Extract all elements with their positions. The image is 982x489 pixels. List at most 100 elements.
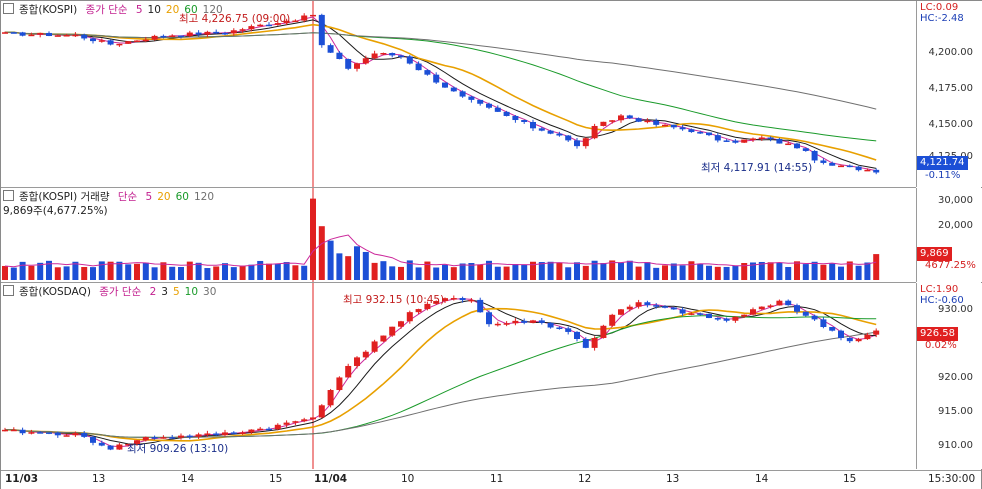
volume-bar xyxy=(248,264,255,280)
kospi-candle xyxy=(433,74,440,83)
kosdaq-candle xyxy=(336,377,343,391)
volume-bar xyxy=(582,265,589,280)
kosdaq-candle xyxy=(758,306,765,310)
kospi-candle xyxy=(142,39,149,42)
kospi-ma10: 10 xyxy=(147,4,161,16)
kospi-candle xyxy=(794,143,800,149)
volume-bar xyxy=(283,262,290,280)
kosdaq-candle xyxy=(442,298,448,302)
kosdaq-candle xyxy=(820,319,827,328)
x-label-4: 15 xyxy=(269,473,283,485)
kospi-candle xyxy=(609,120,616,122)
volume-bar xyxy=(354,246,360,280)
kosdaq-candle xyxy=(142,437,149,441)
volume-bar xyxy=(838,266,844,280)
volume-bar xyxy=(591,260,598,280)
kosdaq-candle xyxy=(574,331,580,339)
volume-bar xyxy=(222,263,228,280)
kospi-candle xyxy=(723,140,730,142)
kospi-candle xyxy=(530,121,536,129)
volume-bar xyxy=(336,253,343,280)
kospi-price-pane[interactable]: 종합(KOSPI) 종가 단순 5 10 20 60 120 최고 4,226.75 (… xyxy=(1,1,916,188)
volume-bar xyxy=(873,254,880,280)
kospi-candle xyxy=(160,35,167,38)
kospi-candle xyxy=(380,52,387,55)
volume-bar xyxy=(301,265,308,280)
kosdaq-candle xyxy=(785,300,792,306)
volume-bar xyxy=(257,260,264,280)
kosdaq-candle xyxy=(750,309,756,315)
kosdaq-legend: 종합(KOSDAQ) 종가 단순 2 3 5 10 30 xyxy=(3,285,221,299)
kospi-candle xyxy=(503,111,510,116)
kosdaq-candle xyxy=(547,322,554,328)
volume-bar xyxy=(732,265,739,280)
kospi-candle xyxy=(829,162,836,166)
kospi-legend: 종합(KOSPI) 종가 단순 5 10 20 60 120 xyxy=(3,3,228,17)
x-label-10: 14 xyxy=(755,473,769,485)
kosdaq-candle xyxy=(794,305,800,312)
kosdaq-tick-1: 930.00 xyxy=(938,304,973,315)
kospi-candle xyxy=(679,127,686,130)
kosdaq-candle xyxy=(802,311,809,316)
volume-bar xyxy=(134,263,140,280)
kospi-candle xyxy=(389,52,396,56)
kospi-candle xyxy=(450,87,457,92)
volume-bar xyxy=(521,264,528,280)
kospi-candle xyxy=(28,34,35,37)
kospi-candle xyxy=(318,14,325,46)
kospi-candle xyxy=(459,91,466,97)
kosdaq-price-pane[interactable]: 종합(KOSDAQ) 종가 단순 2 3 5 10 30 최고 932.15 (10:4… xyxy=(1,283,916,469)
volume-ma120: 120 xyxy=(193,191,214,203)
kospi-candle xyxy=(107,40,114,45)
volume-bar xyxy=(626,260,633,280)
volume-bar xyxy=(767,262,774,280)
kosdaq-title: 종합(KOSDAQ) xyxy=(19,286,91,298)
volume-bar xyxy=(723,266,730,280)
kospi-ma-line-3 xyxy=(5,23,877,161)
kospi-candle xyxy=(706,132,712,136)
kospi-checkbox[interactable] xyxy=(3,3,14,14)
kospi-candles xyxy=(2,1,880,187)
kosdaq-checkbox[interactable] xyxy=(3,285,14,296)
kospi-ma-label: 종가 단순 xyxy=(85,4,128,16)
kospi-candle xyxy=(785,143,792,146)
volume-last-tag: 9,869 xyxy=(917,247,952,261)
kosdaq-candle xyxy=(90,436,96,443)
volume-bar xyxy=(486,260,492,280)
volume-bar xyxy=(310,198,316,280)
kosdaq-candle xyxy=(767,305,774,307)
kosdaq-candle xyxy=(46,432,52,434)
kospi-candle xyxy=(169,35,176,38)
kospi-candle xyxy=(811,150,818,161)
volume-tick-1: 30,000 xyxy=(938,195,973,206)
kospi-high-annotation: 최고 4,226.75 (09:00) xyxy=(179,13,291,25)
kospi-ma20: 20 xyxy=(165,4,180,16)
kospi-candle xyxy=(72,34,79,37)
kospi-candle xyxy=(398,55,404,57)
kospi-candle xyxy=(204,31,211,35)
kosdaq-candle xyxy=(54,432,61,436)
kosdaq-candle xyxy=(512,320,519,324)
volume-bar xyxy=(318,226,325,280)
kospi-candle xyxy=(442,82,448,88)
kosdaq-lc: LC:1.90 xyxy=(920,284,959,295)
volume-checkbox[interactable] xyxy=(3,190,14,201)
volume-bar xyxy=(829,263,836,280)
kospi-candle xyxy=(591,125,598,139)
kosdaq-candle xyxy=(433,301,440,304)
kospi-candle xyxy=(732,140,739,143)
kospi-candle xyxy=(239,29,246,31)
volume-legend: 종합(KOSPI) 거래량 단순 5 20 60 120 xyxy=(3,190,219,204)
kosdaq-candle xyxy=(732,316,739,321)
kospi-candle xyxy=(688,129,695,133)
kosdaq-candle xyxy=(274,424,281,430)
volume-ma60: 60 xyxy=(175,191,189,203)
kosdaq-candle xyxy=(670,307,677,310)
kosdaq-candle xyxy=(195,434,202,437)
volume-bar xyxy=(142,262,149,280)
volume-axis: 30,000 20,000 9,869 4677.25% xyxy=(916,188,982,282)
volume-bar xyxy=(107,261,114,280)
volume-pane[interactable]: 종합(KOSPI) 거래량 단순 5 20 60 120 9,869주(4,677.2… xyxy=(1,188,916,283)
volume-bar xyxy=(125,264,132,280)
kosdaq-candle xyxy=(521,320,528,323)
